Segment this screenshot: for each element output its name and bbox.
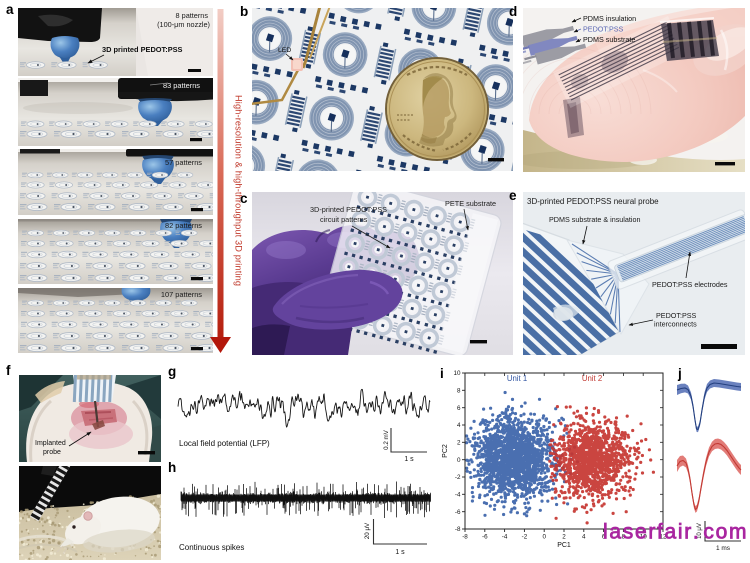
svg-text:PDMS substrate: PDMS substrate bbox=[583, 35, 635, 44]
svg-text:i: i bbox=[440, 366, 444, 381]
svg-text:2: 2 bbox=[457, 440, 461, 447]
svg-text:2: 2 bbox=[562, 534, 566, 541]
svg-text:PEDOT:PSS: PEDOT:PSS bbox=[656, 311, 697, 320]
svg-text:e: e bbox=[509, 188, 517, 203]
svg-text:3D-printed PEDOT:PSS neural pr: 3D-printed PEDOT:PSS neural probe bbox=[527, 197, 659, 206]
svg-text:3D printed PEDOT:PSS: 3D printed PEDOT:PSS bbox=[102, 45, 183, 54]
svg-text:12: 12 bbox=[659, 534, 667, 541]
svg-text:57 patterns: 57 patterns bbox=[165, 158, 202, 167]
svg-text:-6: -6 bbox=[482, 534, 488, 541]
svg-text:PEDOT:PSS: PEDOT:PSS bbox=[583, 25, 624, 34]
svg-text:PC1: PC1 bbox=[557, 542, 571, 549]
svg-text:h: h bbox=[168, 460, 176, 475]
svg-text:PC2: PC2 bbox=[442, 444, 449, 458]
svg-text:PEDOT:PSS electrodes: PEDOT:PSS electrodes bbox=[652, 280, 728, 289]
svg-text:-8: -8 bbox=[462, 534, 468, 541]
svg-text:83 patterns: 83 patterns bbox=[163, 81, 200, 90]
svg-text:-2: -2 bbox=[455, 474, 461, 481]
svg-text:Unit 1: Unit 1 bbox=[507, 374, 527, 383]
svg-text:probe: probe bbox=[43, 449, 61, 456]
svg-text:4: 4 bbox=[582, 534, 586, 541]
svg-text:Local field potential (LFP): Local field potential (LFP) bbox=[179, 439, 270, 448]
svg-text:10: 10 bbox=[453, 370, 461, 377]
svg-text:Unit 2: Unit 2 bbox=[582, 374, 602, 383]
svg-text:1 s: 1 s bbox=[404, 456, 414, 463]
svg-text:8: 8 bbox=[457, 388, 461, 395]
svg-text:-4: -4 bbox=[502, 534, 508, 541]
svg-text:8 patterns: 8 patterns bbox=[176, 11, 209, 20]
svg-text:20 μV: 20 μV bbox=[364, 522, 371, 539]
svg-text:-4: -4 bbox=[455, 492, 461, 499]
svg-text:8: 8 bbox=[622, 534, 626, 541]
svg-text:d: d bbox=[509, 4, 517, 19]
svg-text:0: 0 bbox=[542, 534, 546, 541]
svg-text:10: 10 bbox=[640, 534, 648, 541]
svg-text:6: 6 bbox=[602, 534, 606, 541]
svg-text:1 s: 1 s bbox=[395, 549, 405, 556]
svg-text:10 μV: 10 μV bbox=[697, 523, 703, 539]
svg-text:107 patterns: 107 patterns bbox=[161, 290, 202, 299]
svg-text:PDMS insulation: PDMS insulation bbox=[583, 14, 636, 23]
svg-text:82 patterns: 82 patterns bbox=[165, 221, 202, 230]
svg-text:LED: LED bbox=[278, 47, 291, 54]
svg-text:c: c bbox=[240, 191, 248, 206]
svg-text:PDMS substrate & insulation: PDMS substrate & insulation bbox=[549, 215, 640, 224]
svg-text:3D-printed PEDOT:PSS: 3D-printed PEDOT:PSS bbox=[310, 205, 387, 214]
svg-text:Implanted: Implanted bbox=[35, 440, 66, 447]
svg-text:High-resolution & high-through: High-resolution & high-throughput 3D pri… bbox=[234, 95, 244, 286]
svg-text:j: j bbox=[677, 366, 682, 381]
svg-text:0.2 mV: 0.2 mV bbox=[383, 429, 390, 449]
svg-text:g: g bbox=[168, 364, 176, 379]
svg-text:interconnects: interconnects bbox=[654, 320, 697, 329]
svg-text:6: 6 bbox=[457, 405, 461, 412]
svg-text:Continuous spikes: Continuous spikes bbox=[179, 543, 244, 552]
svg-text:(100-μm nozzle): (100-μm nozzle) bbox=[157, 20, 210, 29]
svg-text:laserfair.com: laserfair. com bbox=[603, 521, 748, 544]
svg-text:-2: -2 bbox=[522, 534, 528, 541]
svg-text:f: f bbox=[6, 363, 11, 378]
svg-text:b: b bbox=[240, 4, 248, 19]
svg-text:4: 4 bbox=[457, 422, 461, 429]
svg-text:-8: -8 bbox=[455, 526, 461, 533]
svg-text:1 ms: 1 ms bbox=[716, 545, 731, 552]
svg-text:a: a bbox=[6, 2, 14, 17]
svg-text:-6: -6 bbox=[455, 509, 461, 516]
svg-text:PETE substrate: PETE substrate bbox=[445, 199, 496, 208]
svg-text:circuit patterns: circuit patterns bbox=[320, 215, 368, 224]
svg-text:0: 0 bbox=[457, 457, 461, 464]
